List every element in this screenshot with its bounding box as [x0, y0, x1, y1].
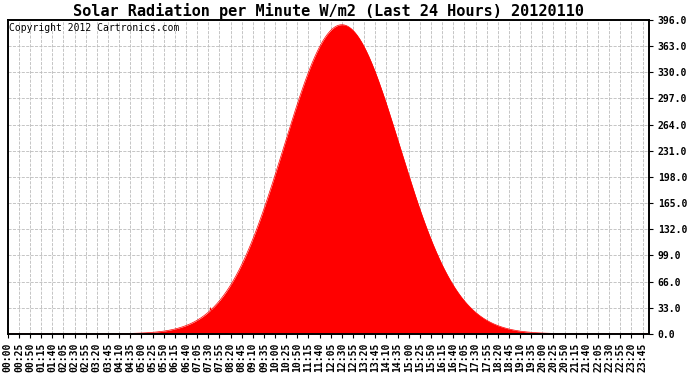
Title: Solar Radiation per Minute W/m2 (Last 24 Hours) 20120110: Solar Radiation per Minute W/m2 (Last 24… [73, 3, 584, 19]
Text: Copyright 2012 Cartronics.com: Copyright 2012 Cartronics.com [9, 23, 179, 33]
